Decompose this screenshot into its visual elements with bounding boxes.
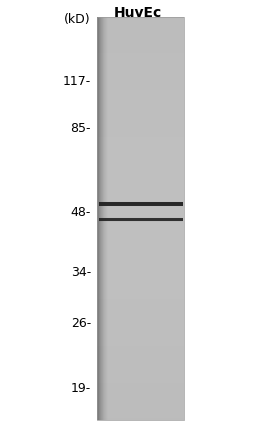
Text: 85-: 85- — [70, 122, 91, 135]
Text: 48-: 48- — [70, 206, 91, 219]
Text: HuvEc: HuvEc — [114, 6, 162, 21]
Bar — [97, 17, 184, 420]
Text: 117-: 117- — [63, 75, 91, 88]
Text: (kD): (kD) — [64, 13, 91, 26]
Text: 34-: 34- — [71, 266, 91, 279]
Text: 26-: 26- — [71, 317, 91, 330]
Text: 19-: 19- — [71, 382, 91, 395]
